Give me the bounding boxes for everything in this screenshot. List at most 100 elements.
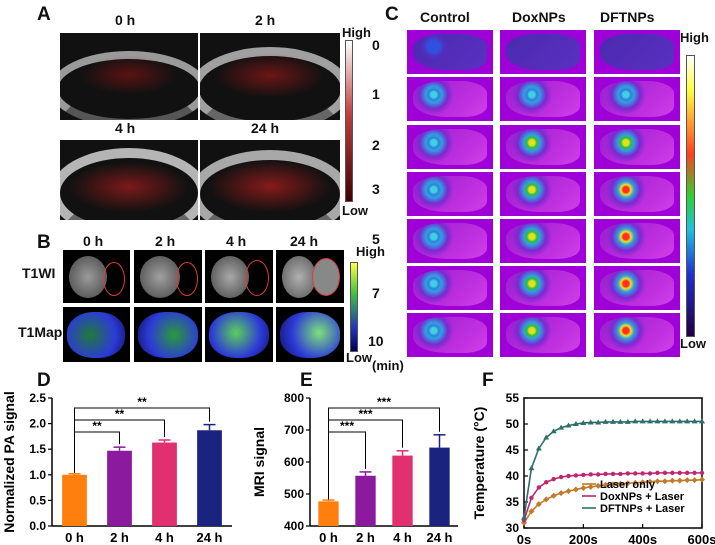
panel-b-letter: B [37,232,51,253]
series-point-0 [639,479,646,486]
series-point-2 [676,418,683,424]
mri-t1map-4h [205,307,273,362]
y-tick-label: 45 [506,443,520,457]
series-point-2 [535,445,542,451]
panel-c-scale-high: High [680,30,709,45]
series-point-0 [624,480,631,487]
series-point-0 [572,486,579,493]
fluorescence-image-doxnps-row-5 [500,266,586,310]
series-point-1 [699,470,705,476]
fluorescence-image-control-row-0 [407,30,493,74]
ultrasound-image-2h [200,33,340,120]
bar-1 [107,450,132,526]
series-point-1 [551,476,556,482]
series-point-1 [647,471,653,476]
series-point-2 [699,418,705,424]
fluorescence-image-dftnps-row-2 [594,125,680,169]
panel-c-letter: C [385,4,399,25]
panel-b-time-2: 2 h [155,233,176,249]
bar-0 [318,501,339,526]
panel-b-row-t1map: T1Map [18,324,63,340]
series-point-0 [528,508,535,515]
legend-label-1: DoxNPs + Laser [600,491,685,503]
series-point-0 [610,481,616,488]
panel-b-scale-low: Low [346,350,372,365]
significance-bracket-2 [328,407,440,500]
series-point-0 [595,482,602,489]
series-point-2 [528,465,535,471]
y-tick-label: 800 [284,391,304,405]
x-tick-label: 600s [688,532,715,545]
panel-d-letter: D [37,370,51,391]
fluorescence-image-control-row-1 [407,77,493,121]
series-point-2 [661,418,668,424]
significance-label-1: ** [115,407,125,421]
mri-t1wi-24h [276,250,344,303]
series-point-0 [691,477,698,484]
bar-1 [355,475,376,526]
series-point-2 [647,418,654,424]
series-point-1 [588,472,593,477]
y-tick-label: 1.5 [29,442,46,456]
series-point-2 [565,422,572,428]
fluorescence-image-dftnps-row-0 [594,30,680,74]
significance-bracket-2 [74,407,210,473]
legend-label-0: Laser only [600,479,656,491]
series-point-2 [543,434,550,440]
y-tick-label: 0.5 [29,493,46,507]
panel-a-time-24: 24 h [251,120,280,136]
series-point-0 [535,501,542,508]
series-point-1 [633,471,638,476]
series-point-1 [536,485,542,490]
panel-a-time-2: 2 h [255,12,276,28]
mri-t1map-24h [276,307,344,362]
series-point-2 [521,514,527,520]
series-point-0 [632,479,639,486]
panel-c-time-7: 7 [372,285,380,301]
series-point-2 [580,419,587,425]
panel-c-time-10: 10 [368,333,384,349]
fluorescence-image-doxnps-row-4 [500,219,586,263]
series-point-0 [558,490,565,497]
series-point-0 [521,519,527,526]
series-point-0 [543,496,550,503]
y-axis-label: Normalized PA signal [1,391,17,533]
y-tick-label: 2.0 [29,417,46,431]
panel-b-time-24: 24 h [290,233,319,249]
series-point-2 [602,418,609,424]
mri-t1wi-4h [205,250,273,303]
y-axis-label: Temperature (°C) [471,407,487,520]
temperature-line-chart: 30 35 40 45 50 55 0s 200s 400s 600s Laser onlyDoxN… [471,391,715,545]
series-point-0 [654,478,661,485]
series-point-2 [595,419,602,425]
x-tick-label-1: 2 h [110,530,129,545]
panel-c-colorbar [686,55,695,337]
mri-t1map-0h [63,307,130,362]
series-point-1 [610,471,616,477]
fluorescence-image-dftnps-row-4 [594,219,680,263]
mri-signal-bar-chart: 400 500 600 700 800 0 h 2 h 4 h 24 h *** *** *** MRI… [251,391,458,545]
series-point-1 [618,471,623,477]
panel-c-col-control: Control [420,9,470,25]
ultrasound-image-4h [60,140,198,220]
bar-0 [62,474,87,526]
y-tick-label: 700 [284,423,304,437]
series-point-2 [558,424,565,430]
series-point-0 [602,481,609,488]
x-tick-label-2: 4 h [393,530,412,545]
fluorescence-image-control-row-6 [407,313,493,357]
series-point-2 [617,418,624,424]
fluorescence-image-control-row-3 [407,172,493,216]
plot-frame [523,397,703,529]
panel-c-time-unit: (min) [372,358,404,373]
panel-a-scale-high: High [342,25,371,40]
fluorescence-image-doxnps-row-0 [500,30,586,74]
x-tick-label-0: 0 h [65,530,84,545]
mri-t1wi-0h [63,250,130,303]
series-point-1 [558,474,564,480]
panel-c-time-5: 5 [372,231,380,247]
series-point-0 [587,483,594,490]
panel-b-row-t1wi: T1WI [22,265,56,281]
series-point-2 [654,418,661,424]
x-tick-label-3: 24 h [196,530,222,545]
